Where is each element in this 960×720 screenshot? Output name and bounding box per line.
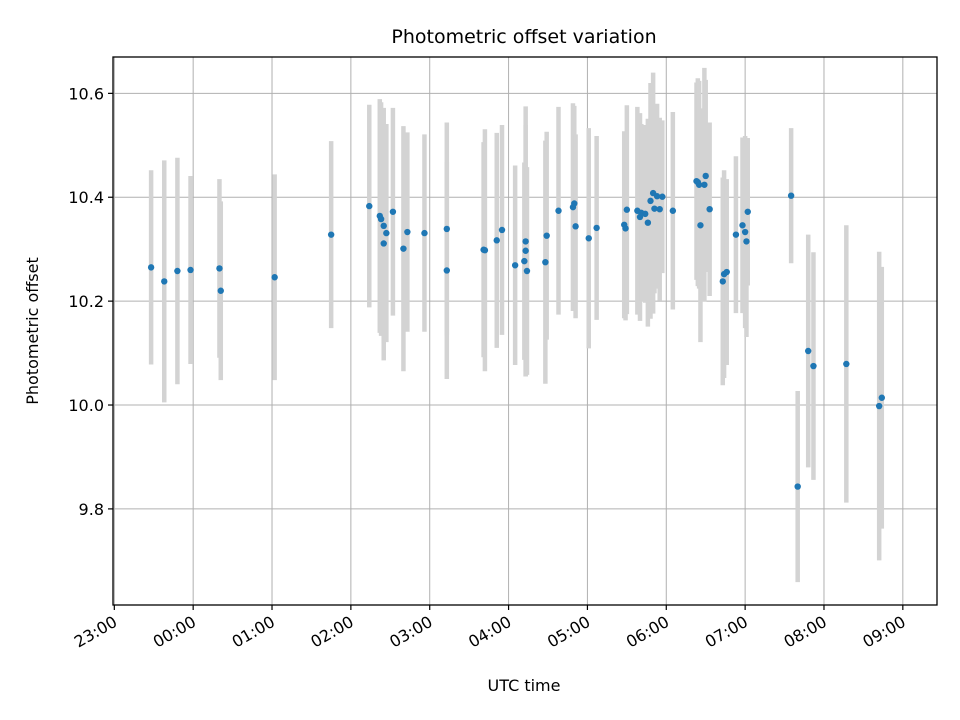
data-point	[327, 231, 335, 238]
data-point	[743, 238, 750, 245]
chart-title: Photometric offset variation	[391, 26, 656, 48]
data-point	[647, 197, 654, 205]
x-tick-label: 03:00	[386, 612, 435, 652]
plot-frame	[112, 56, 938, 606]
data-point	[366, 202, 373, 210]
data-point	[522, 238, 529, 245]
data-point	[719, 278, 726, 285]
data-point	[481, 247, 489, 254]
data-point	[695, 181, 703, 188]
data-point	[421, 229, 428, 237]
data-point	[593, 224, 600, 232]
data-point	[498, 226, 506, 234]
data-point	[572, 223, 579, 230]
data-point	[380, 240, 387, 247]
data-point	[404, 228, 411, 236]
data-point	[174, 267, 181, 275]
data-point	[656, 205, 663, 213]
y-tick-label: 10.2	[68, 292, 104, 311]
x-tick-label: 04:00	[465, 612, 514, 652]
data-point	[810, 362, 817, 370]
x-axis-label: UTC time	[488, 676, 561, 695]
y-axis-label: Photometric offset	[23, 257, 42, 405]
y-tick-label: 10.4	[68, 188, 104, 207]
data-point	[511, 262, 519, 269]
data-point	[383, 229, 390, 237]
data-point	[377, 215, 385, 223]
x-tick-label: 02:00	[307, 612, 356, 652]
data-point	[642, 210, 649, 218]
y-tick-label: 9.8	[79, 500, 104, 519]
x-tick-label: 06:00	[623, 612, 672, 652]
data-point	[697, 222, 704, 229]
data-point	[723, 268, 730, 276]
x-tick-label: 00:00	[150, 612, 199, 652]
data-point	[585, 235, 592, 242]
x-tick-label: 09:00	[859, 612, 908, 652]
data-point	[147, 264, 155, 271]
x-tick-label: 08:00	[781, 612, 830, 652]
data-points	[147, 172, 886, 490]
data-point	[805, 347, 812, 355]
data-point	[523, 267, 531, 275]
data-point	[161, 278, 168, 285]
data-point	[543, 232, 550, 239]
data-point	[542, 258, 549, 266]
data-point	[217, 287, 224, 294]
data-point	[794, 483, 801, 490]
data-point	[741, 228, 749, 236]
data-point	[522, 247, 529, 254]
y-tick-label: 10.0	[68, 396, 104, 415]
y-axis-ticks: 9.8 10.0 10.2 10.4 10.6	[68, 84, 113, 519]
data-point	[702, 172, 709, 180]
data-point	[443, 225, 451, 233]
data-point	[400, 245, 407, 252]
data-point	[521, 257, 528, 265]
data-point	[706, 205, 713, 213]
data-point	[878, 394, 886, 401]
error-bars	[148, 67, 885, 583]
data-point	[187, 266, 194, 274]
data-point	[651, 205, 658, 212]
data-point	[443, 267, 451, 274]
data-point	[653, 193, 661, 200]
data-point	[843, 360, 850, 368]
data-point	[216, 265, 223, 272]
data-point	[787, 192, 795, 199]
x-tick-label: 01:00	[229, 612, 278, 652]
x-tick-label: 07:00	[702, 612, 751, 652]
data-point	[622, 225, 629, 232]
x-tick-label: 05:00	[544, 612, 593, 652]
data-point	[380, 222, 387, 230]
data-point	[271, 274, 278, 281]
data-point	[875, 402, 883, 410]
data-point	[389, 208, 397, 215]
data-point	[623, 206, 631, 213]
data-point	[744, 208, 751, 215]
data-point	[659, 193, 666, 200]
data-point	[555, 207, 562, 214]
x-tick-label: 23:00	[71, 612, 120, 652]
data-point	[701, 181, 708, 188]
data-point	[571, 200, 578, 207]
data-point	[739, 222, 746, 229]
data-point	[644, 219, 652, 226]
data-point	[669, 207, 677, 214]
x-axis-ticks: 23:00 00:00 01:00 02:00 03:00 04:00 05:00 06:00…	[71, 605, 909, 652]
data-point	[493, 237, 500, 244]
y-tick-label: 10.6	[68, 84, 104, 103]
data-point	[732, 231, 740, 238]
